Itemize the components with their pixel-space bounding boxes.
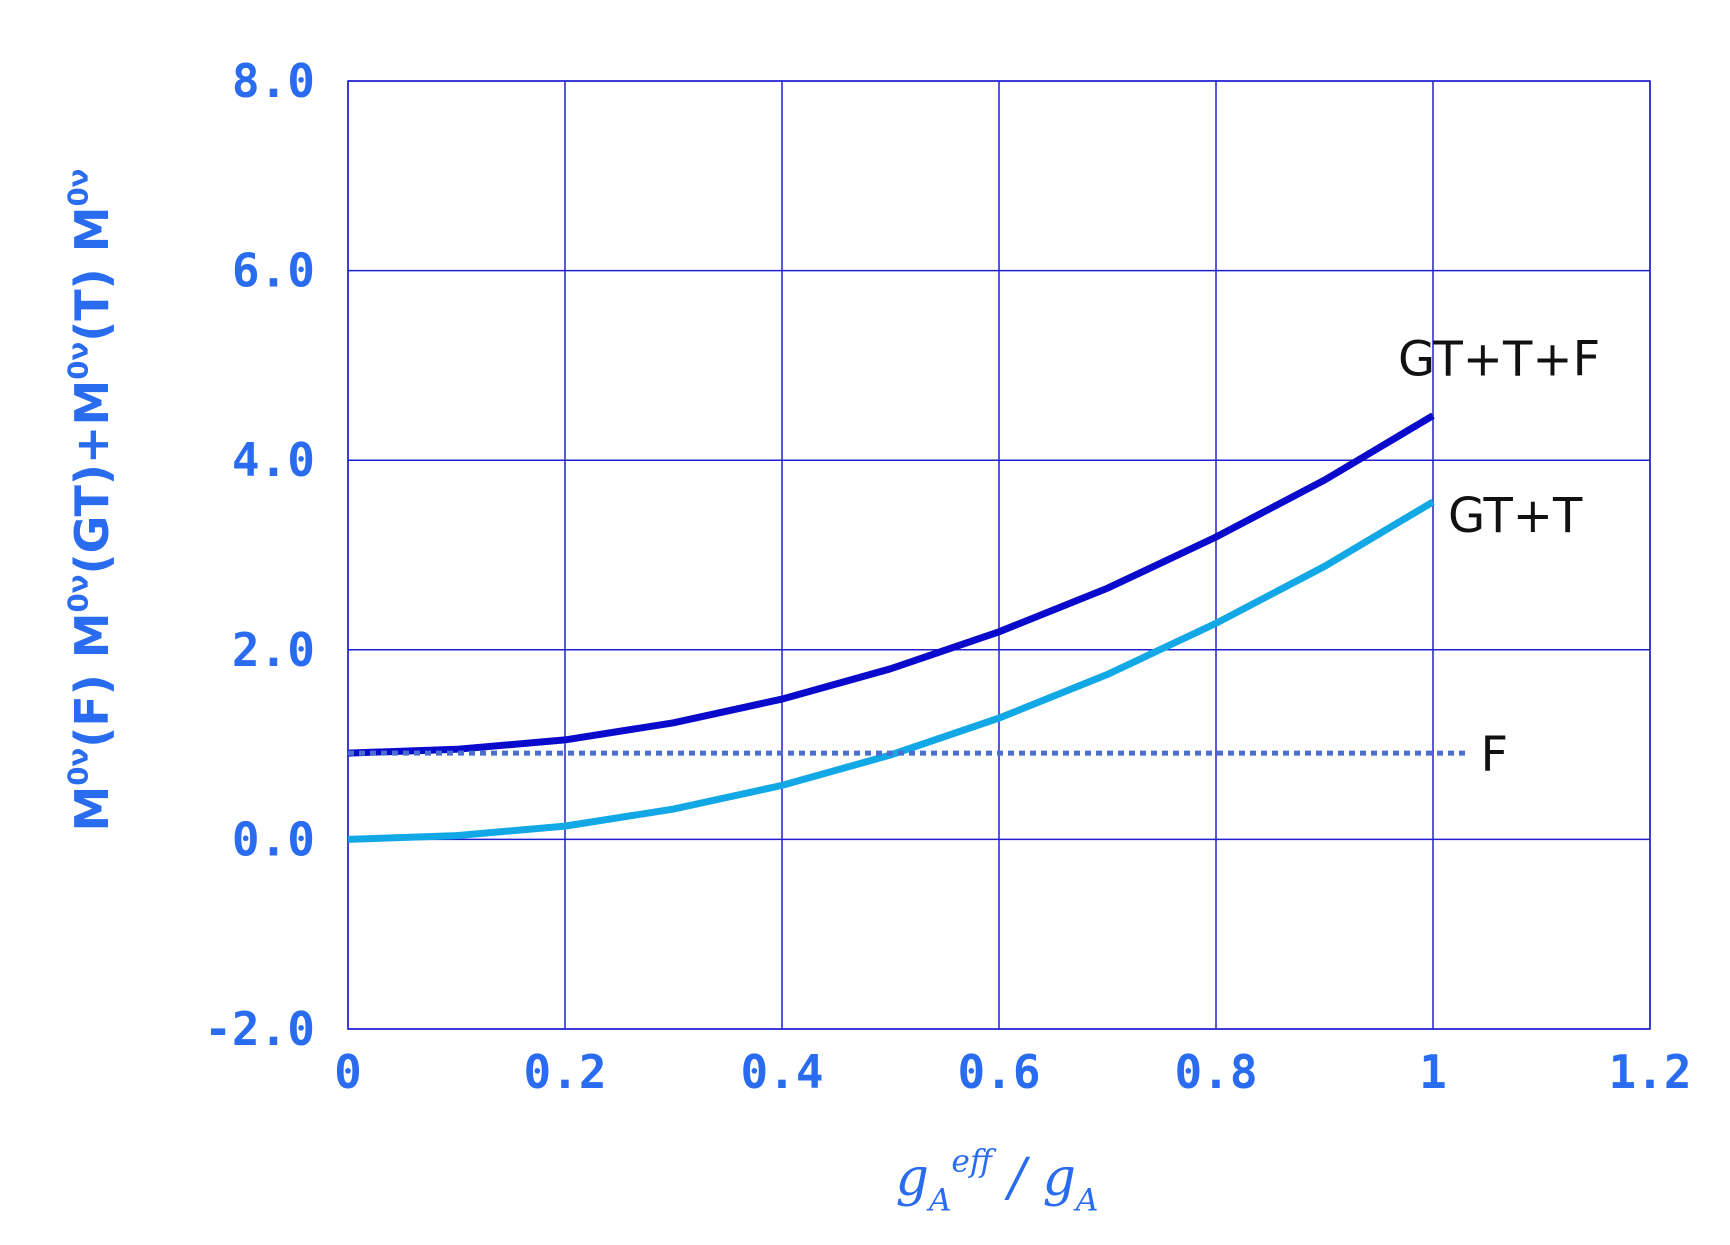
label-part: / g [992,1148,1076,1208]
series-label: GT+T [1448,488,1583,544]
y-axis-label: M0ν(F) M0ν(GT)+M0ν(T) M0ν [61,169,119,832]
x-tick-label: 0 [334,1045,362,1099]
label-part: 0ν [61,574,94,612]
y-tick-label: 6.0 [232,244,315,298]
x-tick-label: 0.8 [1174,1045,1257,1099]
x-tick-label: 0.2 [523,1045,606,1099]
y-tick-label: 0.0 [232,812,315,866]
label-part: 0ν [61,169,94,207]
series-label: F [1481,727,1509,783]
label-part: eff [951,1144,996,1180]
y-tick-label: 2.0 [232,623,315,677]
label-part: g [896,1148,929,1208]
series-line [347,412,1435,757]
x-tick-label: 1 [1419,1045,1447,1099]
series-label: GT+T+F [1398,332,1600,388]
label-part: (GT)+M [65,380,119,575]
label-part: (T) M [65,207,119,342]
y-tick-label: 8.0 [232,54,315,108]
x-axis-label: gAeff / gA [896,1144,1099,1219]
x-tick-label: 0.4 [740,1045,823,1099]
label-part: A [1073,1183,1099,1219]
label-part: 0ν [61,342,94,380]
x-tick-label: 0.6 [957,1045,1040,1099]
y-tick-label: -2.0 [204,1002,315,1056]
label-part: A [926,1183,952,1219]
x-tick-label: 1.2 [1608,1045,1691,1099]
label-part: (F) M [65,612,119,747]
y-tick-label: 4.0 [232,433,315,487]
label-part: M [65,786,119,832]
label-part: 0ν [61,748,94,786]
